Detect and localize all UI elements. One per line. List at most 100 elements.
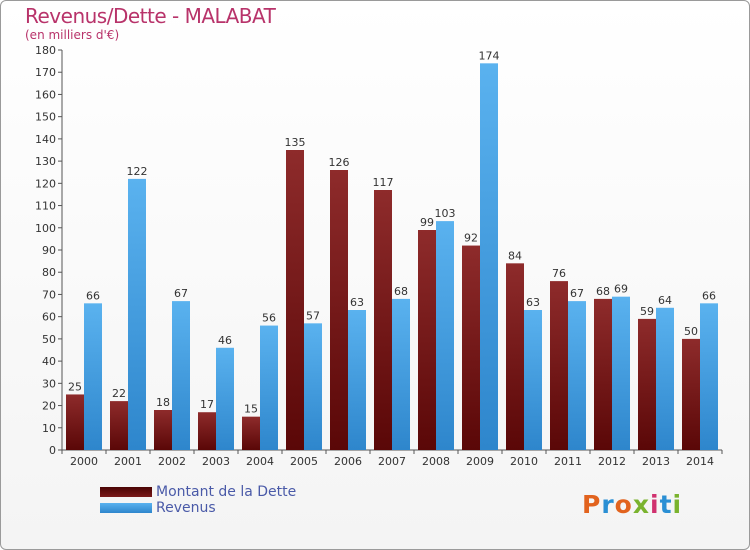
bar-revenus-2003: [216, 347, 234, 450]
x-tick-label: 2013: [642, 455, 670, 468]
x-tick-label: 2012: [598, 455, 626, 468]
x-tick-label: 2010: [510, 455, 538, 468]
x-tick-label: 2009: [466, 455, 494, 468]
y-tick-label: 60: [42, 311, 56, 324]
bar-revenus-2008: [436, 221, 454, 450]
legend-label-revenus: Revenus: [156, 500, 216, 516]
x-tick-label: 2006: [334, 455, 362, 468]
data-label-revenus-2001: 122: [127, 165, 148, 178]
y-tick-label: 100: [35, 222, 56, 235]
data-label-dette-2009: 92: [464, 232, 478, 245]
data-label-dette-2011: 76: [552, 267, 566, 280]
y-tick-label: 30: [42, 377, 56, 390]
data-label-revenus-2008: 103: [435, 207, 456, 220]
y-tick-label: 50: [42, 333, 56, 346]
x-tick-label: 2011: [554, 455, 582, 468]
bar-revenus-2001: [128, 178, 146, 450]
data-label-revenus-2009: 174: [479, 49, 500, 62]
bar-revenus-2005: [304, 323, 322, 450]
x-tick-label: 2000: [70, 455, 98, 468]
data-label-dette-2001: 22: [112, 387, 126, 400]
data-label-dette-2006: 126: [329, 156, 350, 169]
x-tick-label: 2008: [422, 455, 450, 468]
bar-dette-2006: [330, 170, 348, 450]
bar-dette-2011: [550, 281, 568, 450]
data-label-dette-2012: 68: [596, 285, 610, 298]
bar-revenus-2004: [260, 325, 278, 450]
y-tick-label: 80: [42, 266, 56, 279]
bar-revenus-2002: [172, 301, 190, 450]
bar-revenus-2010: [524, 310, 542, 450]
chart-title: Revenus/Dette - MALABAT: [25, 4, 276, 28]
bar-revenus-2012: [612, 296, 630, 450]
y-tick-label: 120: [35, 177, 56, 190]
x-tick-label: 2001: [114, 455, 142, 468]
y-tick-label: 160: [35, 88, 56, 101]
bar-revenus-2007: [392, 298, 410, 450]
data-label-revenus-2006: 63: [350, 296, 364, 309]
data-label-dette-2010: 84: [508, 249, 522, 262]
x-tick-label: 2004: [246, 455, 274, 468]
data-label-dette-2002: 18: [156, 396, 170, 409]
y-tick-label: 130: [35, 155, 56, 168]
data-label-dette-2013: 59: [640, 305, 654, 318]
y-tick-label: 90: [42, 244, 56, 257]
bar-dette-2000: [66, 394, 84, 450]
data-label-dette-2008: 99: [420, 216, 434, 229]
data-label-dette-2007: 117: [373, 176, 394, 189]
bar-dette-2005: [286, 150, 304, 450]
data-label-dette-2004: 15: [244, 403, 258, 416]
bar-dette-2014: [682, 338, 700, 450]
legend-swatch-dette: [100, 487, 152, 497]
bar-dette-2008: [418, 230, 436, 450]
data-label-revenus-2014: 66: [702, 289, 716, 302]
bar-revenus-2014: [700, 303, 718, 450]
bar-revenus-2013: [656, 307, 674, 450]
proxiti-logo: Proxiti: [582, 490, 683, 519]
y-tick-label: 180: [35, 44, 56, 57]
legend-swatch-revenus: [100, 503, 152, 513]
legend-item-dette: Montant de la Dette: [100, 484, 296, 500]
data-label-dette-2014: 50: [684, 325, 698, 338]
legend-item-revenus: Revenus: [100, 500, 296, 516]
y-tick-label: 20: [42, 400, 56, 413]
bar-dette-2013: [638, 318, 656, 450]
x-tick-label: 2007: [378, 455, 406, 468]
y-tick-label: 110: [35, 200, 56, 213]
bar-revenus-2011: [568, 301, 586, 450]
y-tick-label: 0: [49, 444, 56, 457]
bar-dette-2003: [198, 412, 216, 450]
bar-dette-2007: [374, 190, 392, 450]
data-label-dette-2005: 135: [285, 136, 306, 149]
y-tick-label: 70: [42, 288, 56, 301]
data-label-revenus-2002: 67: [174, 287, 188, 300]
data-label-revenus-2007: 68: [394, 285, 408, 298]
bar-dette-2010: [506, 263, 524, 450]
bar-revenus-2006: [348, 310, 366, 450]
y-tick-label: 10: [42, 422, 56, 435]
data-label-revenus-2012: 69: [614, 283, 628, 296]
y-tick-label: 170: [35, 66, 56, 79]
bar-revenus-2009: [480, 63, 498, 450]
data-label-revenus-2000: 66: [86, 289, 100, 302]
data-label-revenus-2005: 57: [306, 309, 320, 322]
y-tick-label: 140: [35, 133, 56, 146]
legend-label-dette: Montant de la Dette: [156, 484, 297, 500]
bar-dette-2012: [594, 298, 612, 450]
data-label-dette-2003: 17: [200, 398, 214, 411]
x-tick-label: 2014: [686, 455, 714, 468]
bar-dette-2001: [110, 401, 128, 450]
x-tick-label: 2003: [202, 455, 230, 468]
data-label-revenus-2004: 56: [262, 312, 276, 325]
data-label-revenus-2013: 64: [658, 294, 672, 307]
x-tick-label: 2005: [290, 455, 318, 468]
data-label-revenus-2010: 63: [526, 296, 540, 309]
data-label-dette-2000: 25: [68, 380, 82, 393]
legend: Montant de la Dette Revenus: [100, 484, 296, 516]
data-label-revenus-2011: 67: [570, 287, 584, 300]
data-label-revenus-2003: 46: [218, 334, 232, 347]
bar-dette-2002: [154, 410, 172, 450]
chart-subtitle: (en milliers d'€): [25, 28, 120, 42]
y-tick-label: 40: [42, 355, 56, 368]
